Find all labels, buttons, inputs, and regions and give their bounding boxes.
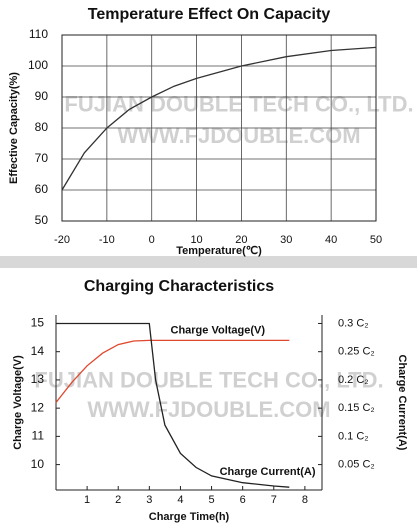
y-tick-label: 60 (35, 182, 49, 196)
watermark: WWW.FJDOUBLE.COM (87, 397, 330, 422)
watermark: FUJIAN DOUBLE TECH CO., LTD. (34, 367, 383, 392)
y2-tick-label: 0.1 C₂ (338, 430, 369, 442)
chart-title: Charging Characteristics (84, 278, 274, 295)
y-tick-label: 80 (35, 120, 49, 134)
x-tick-label: 7 (271, 494, 277, 506)
x-tick-label: -10 (99, 234, 115, 246)
series-line (56, 322, 290, 488)
x-tick-label: 1 (84, 494, 90, 506)
y-tick-label: 14 (31, 344, 45, 358)
y2-axis-label: Charge Current(A) (396, 355, 408, 451)
x-axis-label: Temperature(℃) (176, 245, 262, 257)
x-tick-label: 8 (302, 494, 308, 506)
x-tick-label: 40 (325, 234, 337, 246)
y2-tick-label: 0.25 C₂ (338, 346, 375, 358)
divider (0, 256, 417, 268)
y2-tick-label: 0.3 C₂ (338, 317, 369, 329)
x-tick-label: 5 (208, 494, 214, 506)
x-tick-label: 30 (280, 234, 292, 246)
y-tick-label: 11 (32, 429, 45, 443)
series-line (61, 46, 377, 191)
y-axis-label: Effective Capacity(%) (8, 72, 20, 184)
x-tick-label: 10 (190, 234, 202, 246)
x-tick-label: 20 (235, 234, 247, 246)
series-label: Charge Voltage(V) (171, 324, 266, 336)
y-tick-label: 15 (31, 316, 45, 330)
x-tick-label: 50 (370, 234, 382, 246)
y2-tick-label: 0.05 C₂ (338, 459, 375, 471)
x-tick-label: 3 (146, 494, 152, 506)
x-tick-label: 6 (240, 494, 246, 506)
series-line (55, 339, 290, 403)
y-tick-label: 110 (29, 27, 48, 41)
watermark: FUJIAN DOUBLE TECH CO., LTD. (64, 91, 413, 116)
x-tick-label: 4 (177, 494, 183, 506)
series-label: Charge Current(A) (220, 466, 316, 478)
x-axis-label: Charge Time(h) (149, 511, 230, 523)
y-tick-label: 10 (31, 457, 45, 471)
y-tick-label: 13 (31, 372, 45, 386)
plot-frame (61, 34, 377, 222)
y2-tick-label: 0.15 C₂ (338, 402, 375, 414)
y-axis-label: Charge Voltage(V) (12, 355, 24, 450)
x-tick-label: 2 (115, 494, 121, 506)
x-tick-label: -20 (54, 234, 70, 246)
chart-title: Temperature Effect On Capacity (88, 6, 331, 23)
x-tick-label: 0 (149, 234, 155, 246)
y-tick-label: 12 (31, 400, 45, 414)
y-tick-label: 100 (28, 58, 48, 72)
y-tick-label: 50 (35, 213, 49, 227)
watermark: WWW.FJDOUBLE.COM (117, 123, 360, 148)
y-tick-label: 90 (35, 89, 49, 103)
y2-tick-label: 0.2 C₂ (338, 374, 369, 386)
y-tick-label: 70 (35, 151, 49, 165)
